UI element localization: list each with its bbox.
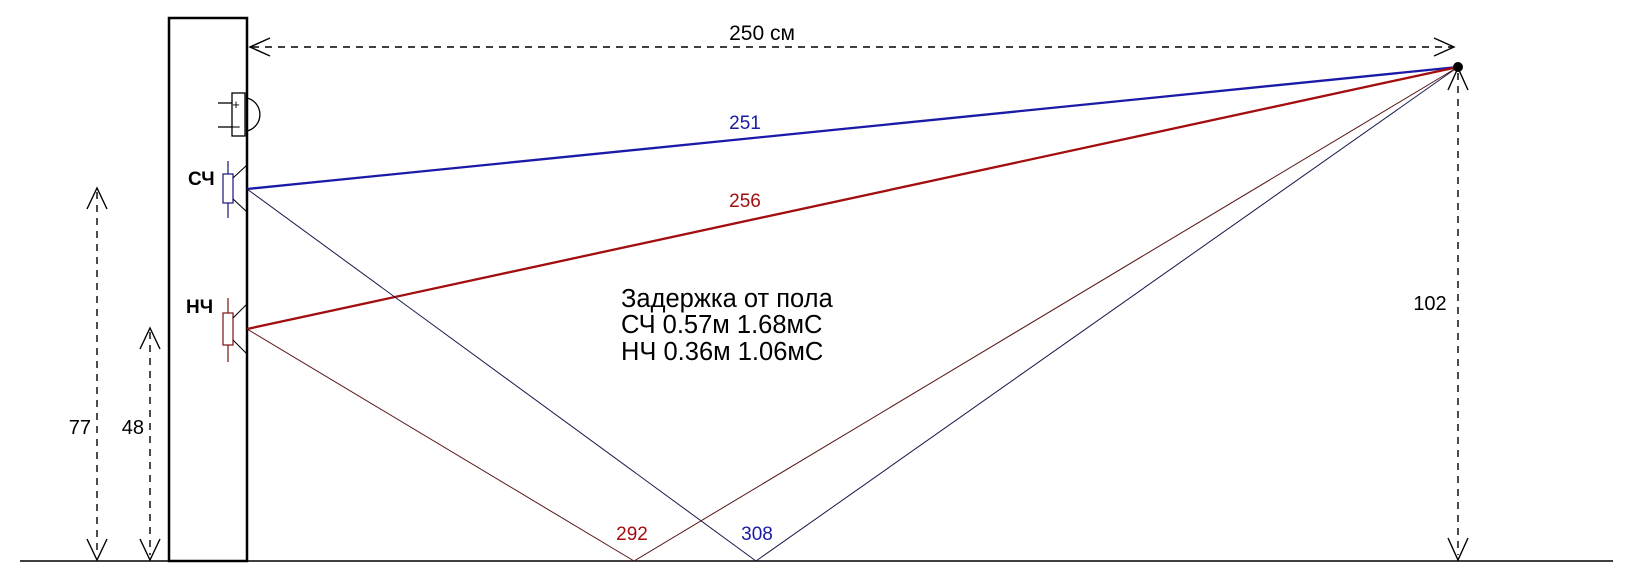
svg-text:256: 256: [729, 191, 761, 212]
svg-text:250 см: 250 см: [729, 22, 795, 45]
svg-text:Задержка от пола: Задержка от пола: [621, 285, 834, 313]
svg-text:СЧ: СЧ: [188, 169, 215, 190]
svg-text:292: 292: [616, 524, 648, 545]
svg-text:308: 308: [741, 524, 773, 545]
svg-text:НЧ 0.36м 1.06мС: НЧ 0.36м 1.06мС: [621, 338, 823, 366]
svg-text:−: −: [232, 119, 241, 136]
svg-text:251: 251: [729, 113, 761, 134]
svg-text:СЧ 0.57м 1.68мС: СЧ 0.57м 1.68мС: [621, 311, 822, 339]
svg-text:77: 77: [69, 417, 91, 439]
svg-text:+: +: [232, 97, 240, 112]
svg-text:102: 102: [1413, 293, 1446, 315]
svg-text:НЧ: НЧ: [186, 297, 213, 318]
svg-text:48: 48: [122, 417, 144, 439]
